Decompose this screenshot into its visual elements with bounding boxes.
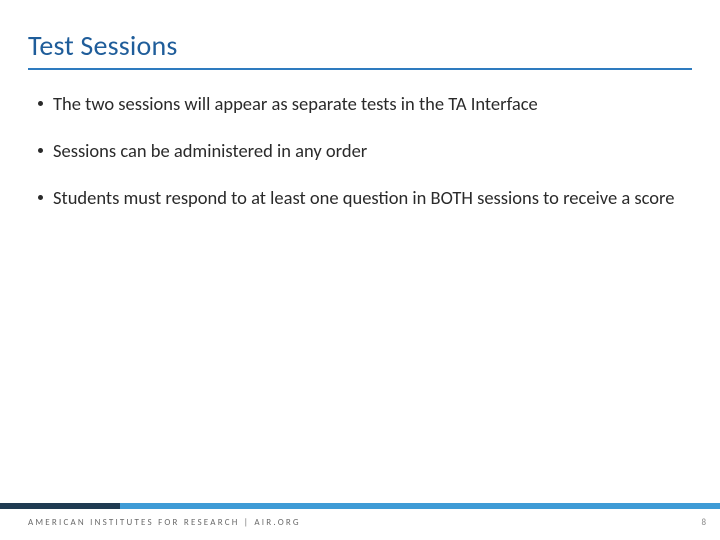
- bullet-dot-icon: [38, 195, 43, 200]
- bullet-dot-icon: [38, 148, 43, 153]
- slide-title: Test Sessions: [28, 28, 178, 63]
- footer-text: AMERICAN INSTITUTES FOR RESEARCH | AIR.O…: [28, 517, 301, 528]
- page-number: 8: [701, 517, 706, 528]
- bullet-text: Sessions can be administered in any orde…: [53, 139, 678, 164]
- bullet-text: The two sessions will appear as separate…: [53, 92, 678, 117]
- slide: Test Sessions The two sessions will appe…: [0, 0, 720, 540]
- title-underline: [28, 68, 692, 70]
- bullet-text: Students must respond to at least one qu…: [53, 186, 678, 211]
- list-item: The two sessions will appear as separate…: [38, 92, 678, 117]
- bullet-dot-icon: [38, 101, 43, 106]
- footer-stripe: [0, 503, 720, 509]
- footer-stripe-light: [120, 503, 720, 509]
- list-item: Sessions can be administered in any orde…: [38, 139, 678, 164]
- bullet-list: The two sessions will appear as separate…: [38, 92, 678, 233]
- footer-stripe-dark: [0, 503, 120, 509]
- list-item: Students must respond to at least one qu…: [38, 186, 678, 211]
